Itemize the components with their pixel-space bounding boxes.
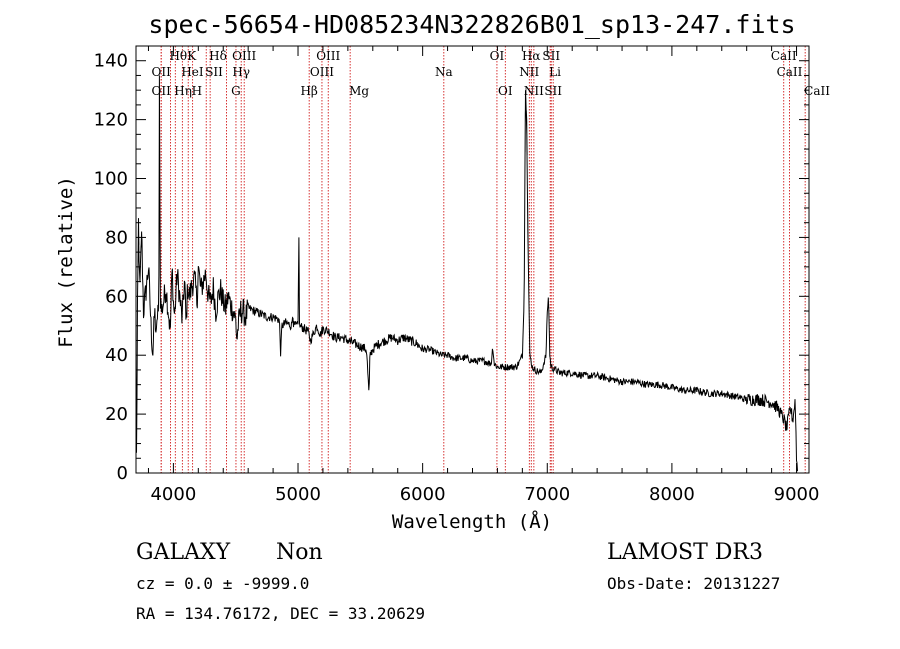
line-label: Mg — [349, 84, 369, 98]
emission-line-labels: OIIOIIHθHeIHηKHSIIHδGHγOIIIHβOIIIOIIIMgN… — [152, 49, 831, 98]
x-axis-label: Wavelength (Å) — [392, 510, 552, 533]
y-tick-label: 60 — [105, 286, 128, 307]
object-class: GALAXY — [136, 540, 231, 565]
x-tick-label: 8000 — [649, 484, 695, 505]
line-label: H — [192, 84, 202, 98]
survey-name: LAMOST DR3 — [607, 540, 763, 565]
line-label: OIII — [316, 49, 340, 63]
line-label: OIII — [232, 49, 256, 63]
coordinates: RA = 134.76172, DEC = 33.20629 — [136, 604, 425, 623]
x-axis-ticks: 4000 5000 6000 7000 8000 9000 — [147, 46, 820, 505]
line-label: Li — [549, 65, 561, 79]
chart-title: spec-56654-HD085234N322826B01_sp13-247.f… — [148, 10, 795, 39]
line-label: OII — [152, 84, 172, 98]
line-label: SII — [205, 65, 223, 79]
line-label: HeI — [181, 65, 204, 79]
y-axis-ticks: 0 20 40 60 80 100 120 140 — [94, 51, 809, 484]
line-label: CaII — [777, 65, 803, 79]
x-tick-label: 7000 — [524, 484, 570, 505]
line-label: OII — [152, 65, 172, 79]
y-tick-label: 40 — [105, 345, 128, 366]
line-label: Hα — [522, 49, 541, 63]
line-label: OI — [498, 84, 513, 98]
line-label: CaII — [771, 49, 797, 63]
line-label: OIII — [310, 65, 334, 79]
x-tick-label: 9000 — [774, 484, 820, 505]
line-label: OI — [490, 49, 505, 63]
y-axis-label: Flux (relative) — [55, 176, 77, 348]
line-label: NII — [524, 84, 544, 98]
line-label: Hγ — [232, 65, 250, 79]
line-label: NII — [519, 65, 539, 79]
redshift-cz: cz = 0.0 ± -9999.0 — [136, 574, 309, 593]
line-label: SII — [544, 84, 562, 98]
y-tick-label: 140 — [94, 51, 128, 72]
line-label: K — [187, 49, 197, 63]
spectrum-line — [135, 75, 798, 472]
x-tick-label: 4000 — [150, 484, 196, 505]
plot-frame — [135, 45, 810, 474]
x-tick-label: 5000 — [275, 484, 321, 505]
line-label: G — [231, 84, 241, 98]
y-tick-label: 0 — [117, 463, 128, 484]
emission-line-markers — [160, 46, 806, 473]
line-label: Hβ — [300, 84, 317, 98]
y-tick-label: 100 — [94, 169, 128, 190]
object-subclass: Non — [276, 540, 323, 565]
line-label: Hη — [174, 84, 192, 98]
line-label: Hθ — [169, 49, 187, 63]
line-label: Hδ — [209, 49, 227, 63]
line-label: CaII — [804, 84, 830, 98]
line-label: SII — [542, 49, 560, 63]
x-tick-label: 6000 — [400, 484, 446, 505]
line-label: Na — [435, 65, 453, 79]
y-tick-label: 20 — [105, 404, 128, 425]
y-tick-label: 120 — [94, 110, 128, 131]
y-tick-label: 80 — [105, 227, 128, 248]
observation-date: Obs-Date: 20131227 — [607, 574, 780, 593]
